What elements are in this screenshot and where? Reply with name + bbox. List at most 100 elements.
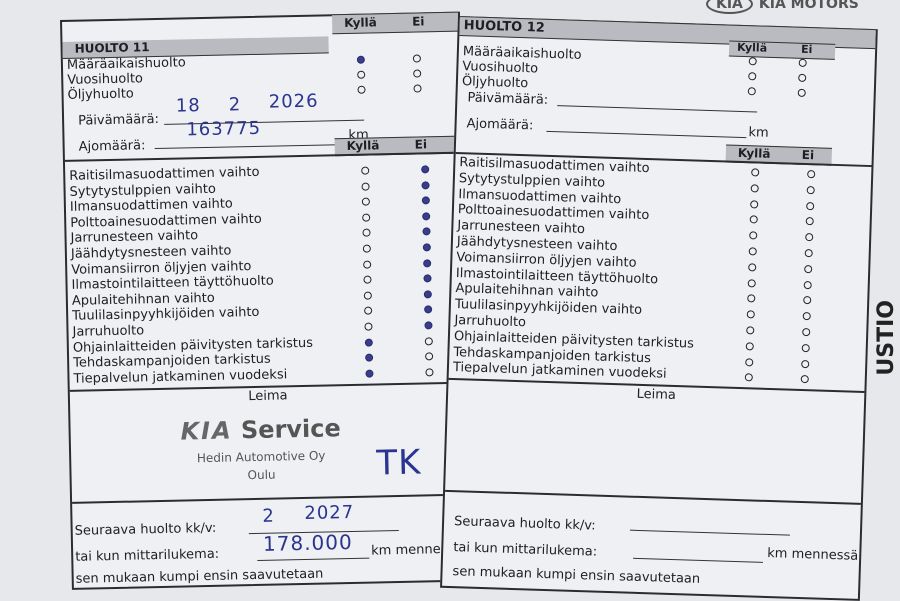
- checkbox-no[interactable]: [806, 201, 815, 210]
- checkbox-yes[interactable]: [361, 182, 370, 191]
- edge-text: USTIO: [874, 300, 899, 376]
- item-label: Määräaikaishuolto: [66, 55, 186, 73]
- checkbox-yes[interactable]: [751, 168, 760, 177]
- column-header: Kyllä Ei: [331, 11, 459, 35]
- checkbox-yes[interactable]: [750, 184, 759, 193]
- kia-logo: KIA: [180, 416, 233, 446]
- checkbox-yes[interactable]: [745, 357, 754, 367]
- checkbox-no[interactable]: [803, 296, 812, 305]
- checkbox-no[interactable]: [800, 375, 809, 384]
- checkbox-yes[interactable]: [748, 263, 757, 272]
- checkbox-yes[interactable]: [365, 369, 374, 378]
- checkbox-no[interactable]: [802, 312, 811, 321]
- checkbox-yes[interactable]: [363, 291, 372, 300]
- checkbox-yes[interactable]: [362, 244, 371, 253]
- checkbox-no[interactable]: [422, 212, 431, 221]
- section-title: HUOLTO 12: [463, 18, 546, 36]
- checkbox-no[interactable]: [802, 327, 811, 337]
- checkbox-yes[interactable]: [748, 57, 757, 66]
- checkbox-yes[interactable]: [747, 294, 756, 303]
- checkbox-yes[interactable]: [365, 353, 374, 362]
- checkbox-no[interactable]: [801, 359, 810, 368]
- section-title: HUOLTO 11: [74, 40, 150, 56]
- checkbox-no[interactable]: [421, 165, 430, 174]
- item-label: Raitisilmasuodattimen vaihto: [69, 164, 260, 184]
- checkbox-yes[interactable]: [357, 85, 366, 94]
- checkbox-yes[interactable]: [364, 338, 373, 347]
- checkbox-no[interactable]: [413, 69, 422, 78]
- dealer-stamp: KIA Service Hedin Automotive Oy Oulu: [150, 414, 371, 485]
- checkbox-yes[interactable]: [747, 87, 756, 96]
- checkbox-no[interactable]: [421, 196, 430, 205]
- checkbox-yes[interactable]: [745, 342, 754, 351]
- odometer-value: 178.000: [262, 529, 353, 556]
- checkbox-no[interactable]: [423, 290, 432, 299]
- stamp-service: Service: [240, 414, 342, 445]
- checkbox-no[interactable]: [798, 58, 807, 67]
- checkbox-yes[interactable]: [747, 278, 756, 288]
- mileage-line: [546, 130, 747, 139]
- checkbox-no[interactable]: [805, 217, 814, 226]
- checkbox-yes[interactable]: [749, 215, 758, 224]
- checkbox-yes[interactable]: [744, 373, 753, 382]
- checkbox-no[interactable]: [422, 243, 431, 252]
- next-service-label: Seuraava huolto kk/v:: [453, 514, 596, 534]
- footer-note: sen mukaan kumpi ensin saavutetaan: [75, 566, 324, 587]
- checkbox-yes[interactable]: [364, 306, 373, 316]
- checkbox-no[interactable]: [806, 185, 815, 195]
- footer-note: sen mukaan kumpi ensin saavutetaan: [452, 564, 701, 587]
- checkbox-no[interactable]: [803, 280, 812, 289]
- checkbox-yes[interactable]: [363, 260, 372, 269]
- odo-line: [633, 557, 764, 563]
- checkbox-yes[interactable]: [748, 247, 757, 256]
- col-no: Ei: [414, 137, 428, 152]
- checkbox-yes[interactable]: [361, 166, 370, 175]
- checkbox-no[interactable]: [424, 321, 433, 330]
- checkbox-yes[interactable]: [356, 55, 365, 64]
- checkbox-yes[interactable]: [748, 72, 757, 81]
- checkbox-no[interactable]: [421, 180, 430, 190]
- checkbox-no[interactable]: [805, 233, 814, 242]
- checkbox-no[interactable]: [424, 336, 433, 346]
- checkbox-no[interactable]: [423, 258, 432, 268]
- checkbox-no[interactable]: [804, 249, 813, 258]
- checkbox-yes[interactable]: [364, 322, 373, 331]
- checkbox-no[interactable]: [425, 352, 434, 361]
- item-label: Tiepalvelun jatkaminen vuodeksi: [73, 367, 288, 387]
- item-label: Jarruhuolto: [454, 313, 527, 331]
- mileage-line: [154, 144, 345, 150]
- checkbox-no[interactable]: [422, 227, 431, 236]
- checkbox-yes[interactable]: [362, 228, 371, 238]
- stamp-city: Oulu: [247, 467, 276, 483]
- checkbox-yes[interactable]: [361, 197, 370, 206]
- col-yes: Kyllä: [737, 145, 771, 161]
- stamp-company: Hedin Automotive Oy: [196, 448, 326, 466]
- checkbox-no[interactable]: [804, 264, 813, 274]
- next-month: 2: [262, 505, 276, 527]
- odo-line: [257, 557, 370, 561]
- checkbox-no[interactable]: [424, 305, 433, 314]
- odometer-label: tai kun mittarilukema:: [453, 540, 598, 560]
- checkbox-no[interactable]: [412, 54, 421, 63]
- mileage-label: Ajomäärä:: [78, 138, 146, 155]
- checkbox-no[interactable]: [807, 170, 816, 179]
- checkbox-no[interactable]: [423, 274, 432, 283]
- checkbox-yes[interactable]: [750, 199, 759, 209]
- checkbox-yes[interactable]: [363, 275, 372, 284]
- date-day: 18: [175, 95, 201, 117]
- checkbox-yes[interactable]: [749, 231, 758, 240]
- next-service-label: Seuraava huolto kk/v:: [74, 520, 217, 539]
- checkbox-no[interactable]: [801, 343, 810, 353]
- item-label: Polttoainesuodattimen vaihto: [70, 211, 262, 231]
- service-11-form: Kyllä Ei HUOLTO 11 Määräaikaishuolto Vuos…: [60, 11, 472, 590]
- checkbox-no[interactable]: [413, 84, 422, 93]
- checkbox-no[interactable]: [798, 73, 807, 82]
- checkbox-no[interactable]: [425, 368, 434, 377]
- checkbox-yes[interactable]: [362, 213, 371, 222]
- checkbox-yes[interactable]: [746, 326, 755, 335]
- kia-motors-logo: KIA KIA MOTORS: [706, 0, 859, 14]
- checkbox-yes[interactable]: [746, 310, 755, 319]
- checkbox-yes[interactable]: [357, 70, 366, 79]
- checkbox-no[interactable]: [797, 88, 806, 97]
- kia-oval-logo: KIA: [706, 0, 753, 14]
